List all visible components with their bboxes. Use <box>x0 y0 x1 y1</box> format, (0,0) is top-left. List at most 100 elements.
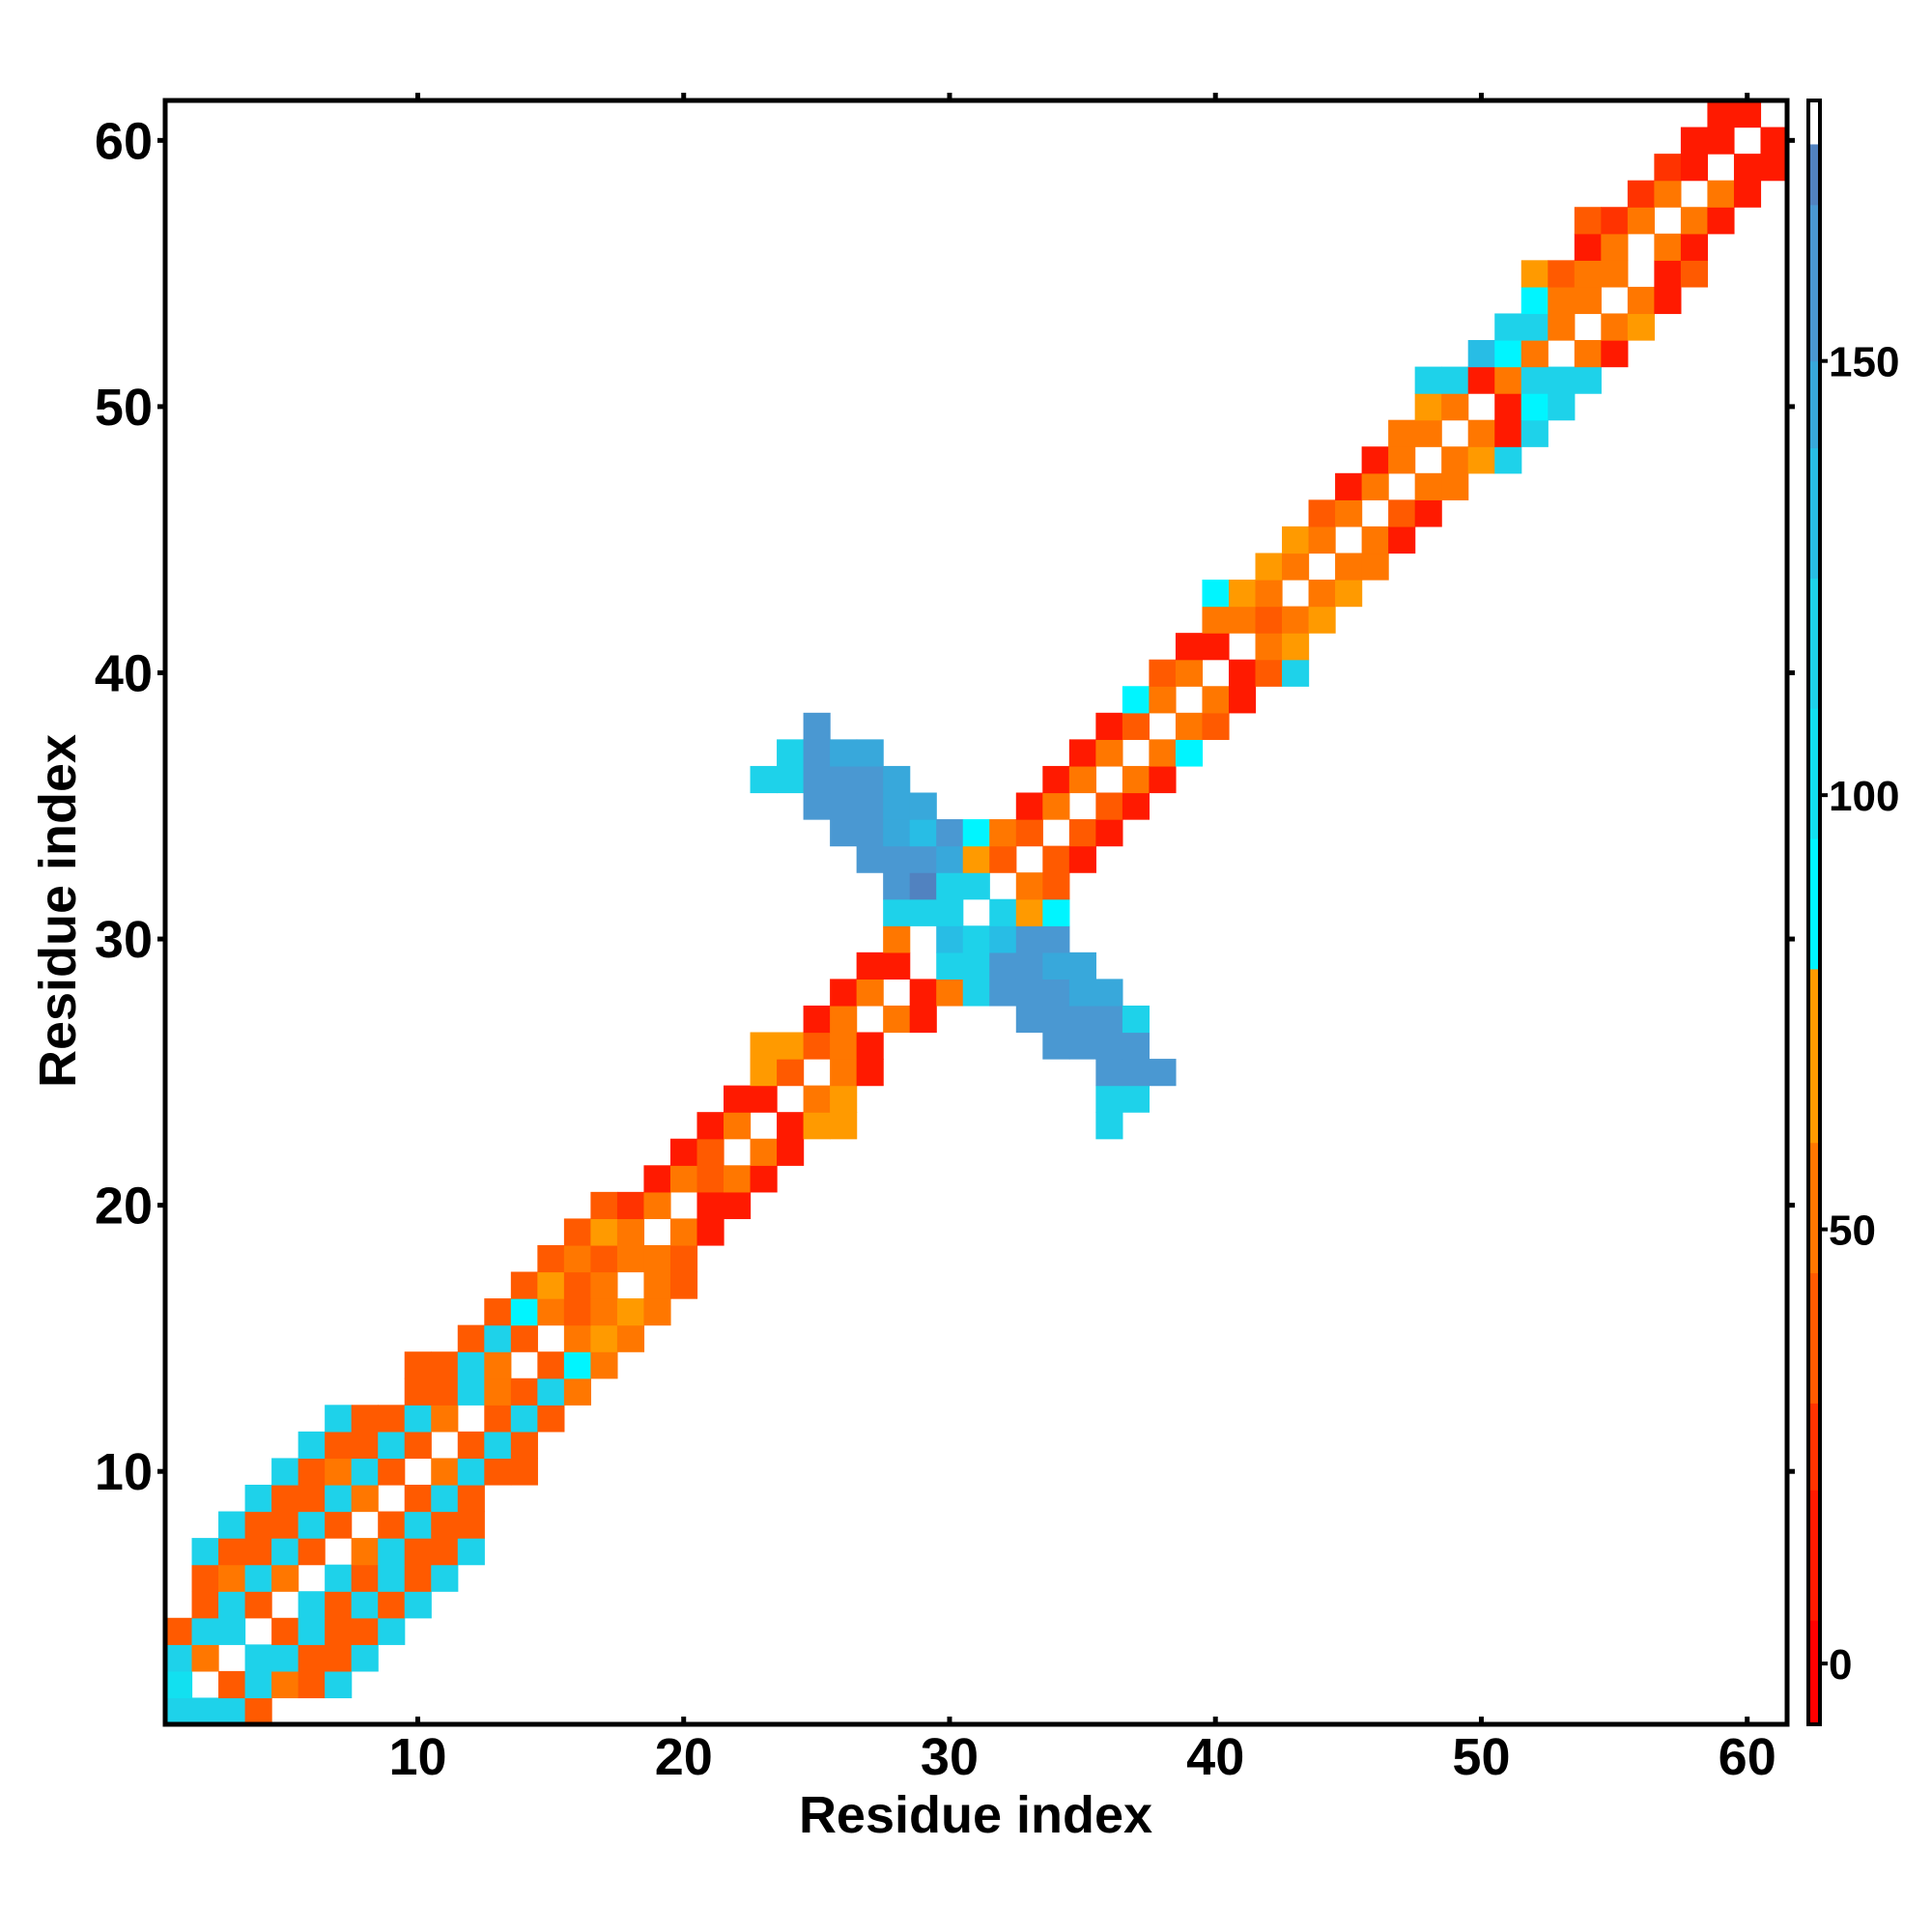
heatmap-cell <box>537 1298 565 1326</box>
heatmap-cell <box>750 1032 778 1060</box>
heatmap-cell <box>856 952 884 980</box>
heatmap-cell <box>1149 739 1177 767</box>
heatmap-cell <box>1308 526 1336 554</box>
heatmap-cell <box>883 925 911 953</box>
heatmap-cell <box>431 1564 459 1592</box>
heatmap-cell <box>1255 606 1283 634</box>
heatmap-cell <box>165 1644 193 1672</box>
heatmap-cell <box>1282 659 1310 687</box>
heatmap-cell <box>1601 313 1629 341</box>
heatmap-cell <box>1601 340 1629 368</box>
heatmap-cell <box>1574 260 1602 288</box>
heatmap-cell <box>271 1538 299 1566</box>
heatmap-cell <box>616 1244 645 1273</box>
heatmap-cell <box>1068 952 1096 980</box>
heatmap-cell <box>1255 580 1283 608</box>
heatmap-cell <box>1308 499 1336 527</box>
heatmap-cell <box>431 1538 459 1566</box>
heatmap-cell <box>1042 1005 1070 1034</box>
heatmap-cell <box>750 1059 778 1087</box>
heatmap-cell <box>909 792 937 820</box>
heatmap-cell <box>298 1617 326 1645</box>
colorbar-band <box>1808 1490 1820 1621</box>
heatmap-cell <box>1042 925 1070 953</box>
heatmap-cell <box>404 1591 432 1619</box>
heatmap-cell <box>1095 739 1123 767</box>
heatmap-cell <box>1388 499 1416 527</box>
heatmap-cell <box>1175 739 1204 767</box>
heatmap-cell <box>1654 233 1682 261</box>
heatmap-cell <box>510 1458 538 1486</box>
heatmap-cell <box>1095 1005 1123 1034</box>
heatmap-cell <box>1175 633 1204 661</box>
heatmap-cell <box>1122 712 1151 740</box>
heatmap-cell <box>724 1191 752 1220</box>
heatmap-cell <box>1228 580 1257 608</box>
heatmap-cell <box>1202 580 1230 608</box>
heatmap-cell <box>404 1511 432 1539</box>
heatmap-cell <box>1282 633 1310 661</box>
heatmap-cell <box>750 765 778 794</box>
heatmap-cell <box>1149 686 1177 714</box>
heatmap-cell <box>1441 366 1469 394</box>
heatmap-cell <box>484 1351 512 1379</box>
heatmap-cell <box>909 979 937 1007</box>
heatmap-cell <box>484 1378 512 1406</box>
heatmap-cell <box>1042 872 1070 900</box>
heatmap-cell <box>1627 207 1655 235</box>
heatmap-cell <box>1414 499 1442 527</box>
heatmap-cell <box>378 1431 406 1460</box>
heatmap-cell <box>1574 286 1602 315</box>
heatmap-cell <box>1548 393 1576 421</box>
heatmap-cell <box>325 1564 353 1592</box>
y-tick-label: 40 <box>95 644 153 702</box>
heatmap-cell <box>883 898 911 926</box>
heatmap-cell <box>1122 765 1151 794</box>
heatmap-cell <box>1095 819 1123 847</box>
heatmap-cell <box>1042 1032 1070 1060</box>
heatmap-cell <box>218 1591 246 1619</box>
heatmap-cell <box>165 1617 193 1645</box>
heatmap-cell <box>537 1405 565 1433</box>
heatmap-cell <box>803 739 831 767</box>
heatmap-cell <box>563 1324 591 1352</box>
heatmap-cell <box>1015 819 1043 847</box>
heatmap-cell <box>1414 419 1442 447</box>
heatmap-cell <box>1494 313 1522 341</box>
y-tick-label: 60 <box>95 112 153 170</box>
heatmap-cell <box>696 1138 724 1166</box>
colorbar-tick-label: 0 <box>1829 1641 1852 1689</box>
heatmap-cell <box>1255 659 1283 687</box>
heatmap-cell <box>351 1484 379 1513</box>
heatmap-cell <box>1282 526 1310 554</box>
heatmap-cell <box>298 1431 326 1460</box>
heatmap-cell <box>830 765 858 794</box>
heatmap-cell <box>325 1484 353 1513</box>
heatmap-cell <box>1601 233 1629 261</box>
heatmap-cell <box>1733 180 1762 208</box>
colorbar-band <box>1808 100 1820 145</box>
heatmap-cell <box>989 952 1017 980</box>
heatmap-cell <box>830 792 858 820</box>
heatmap-cell <box>404 1564 432 1592</box>
heatmap-cell <box>616 1298 645 1326</box>
heatmap-cell <box>457 1484 485 1513</box>
heatmap-cell <box>1680 207 1709 235</box>
heatmap-cell <box>563 1351 591 1379</box>
heatmap-cell <box>883 819 911 847</box>
heatmap-cell <box>590 1244 618 1273</box>
y-axis-title: Residue index <box>29 734 87 1088</box>
heatmap-cell <box>271 1670 299 1699</box>
heatmap-cell <box>1494 340 1522 368</box>
heatmap-cell <box>404 1405 432 1433</box>
heatmap-cell <box>298 1458 326 1486</box>
heatmap-cell <box>1520 260 1548 288</box>
heatmap-cell <box>830 979 858 1007</box>
heatmap-cell <box>856 819 884 847</box>
heatmap-cell <box>1149 765 1177 794</box>
heatmap-cell <box>431 1351 459 1379</box>
heatmap-cell <box>537 1244 565 1273</box>
heatmap-cell <box>325 1617 353 1645</box>
colorbar-band <box>1808 360 1820 449</box>
